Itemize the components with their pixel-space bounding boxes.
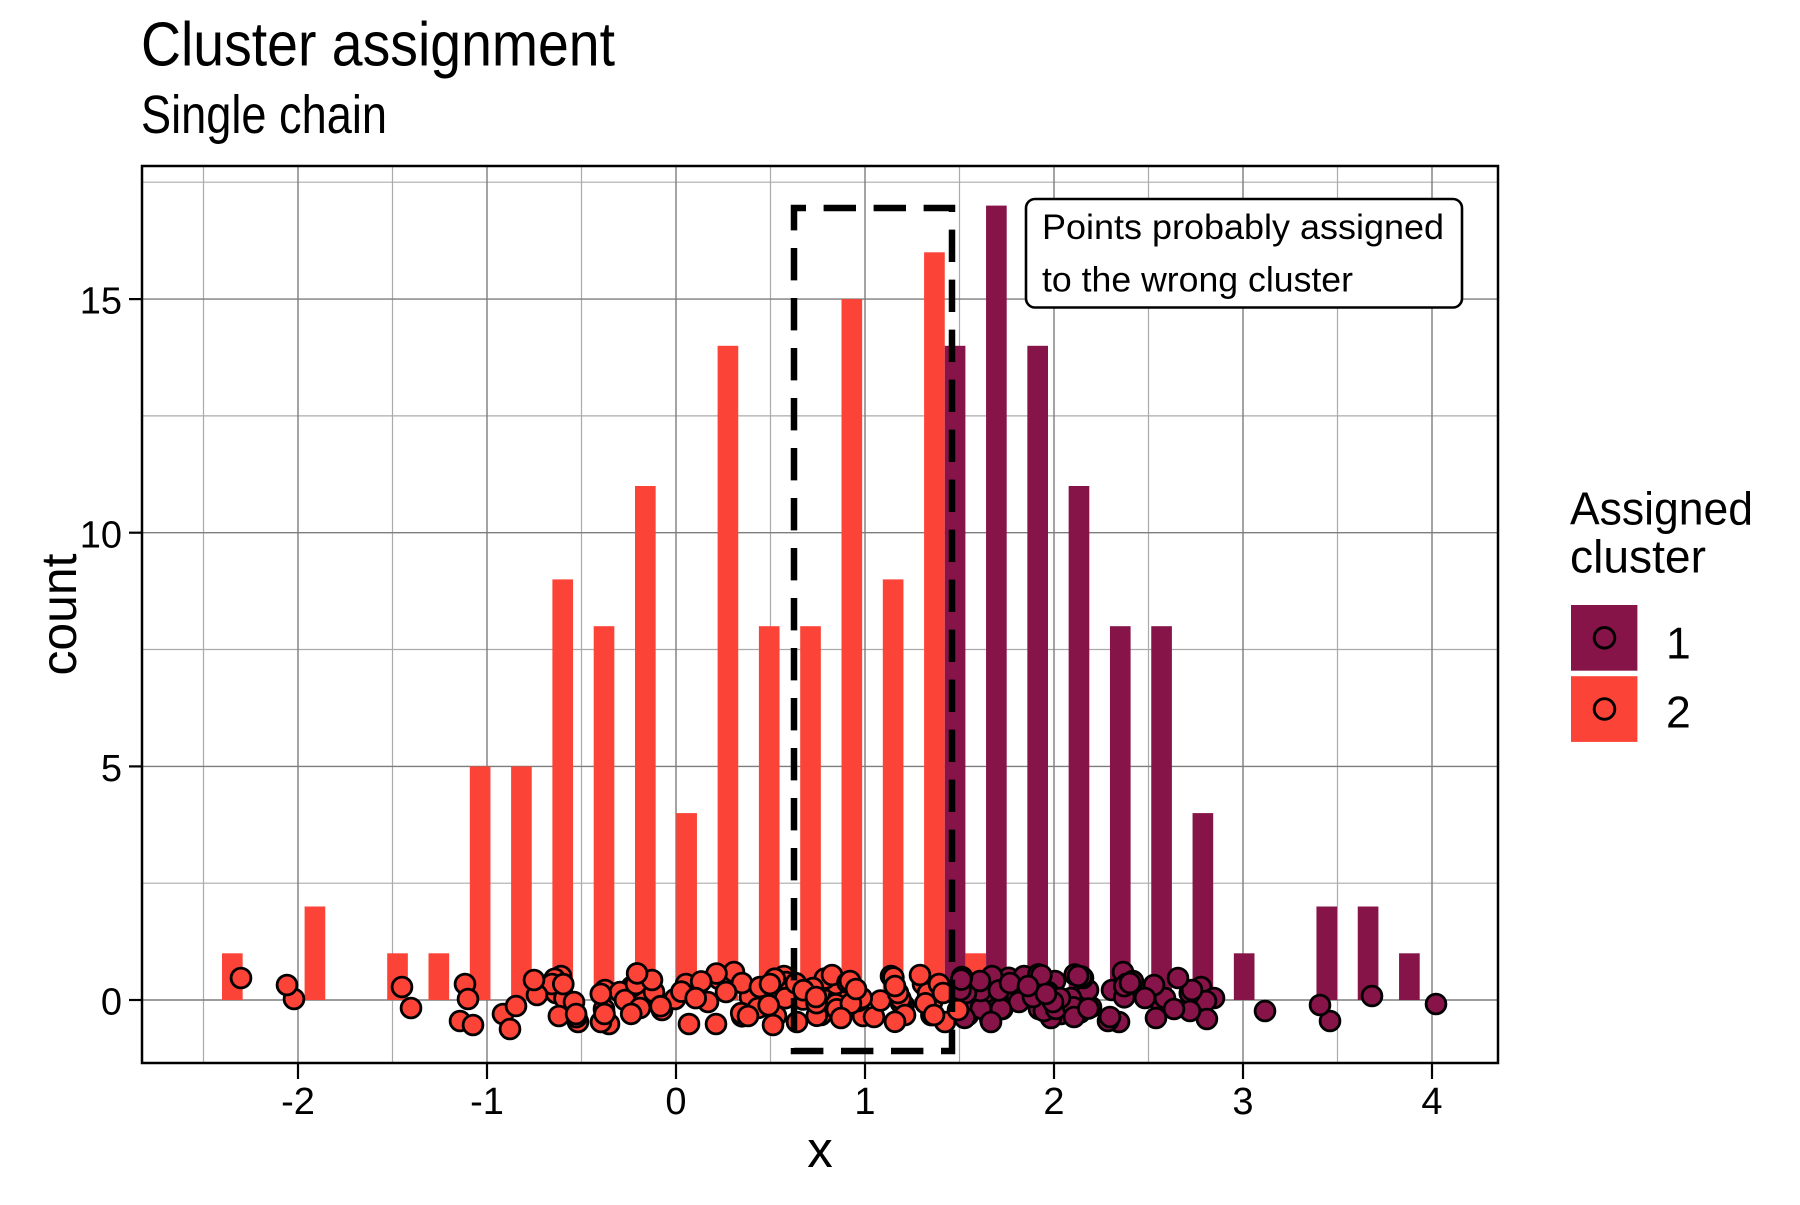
svg-text:10: 10 bbox=[80, 514, 122, 556]
svg-text:count: count bbox=[31, 553, 87, 675]
svg-text:cluster: cluster bbox=[1570, 531, 1706, 583]
svg-text:Cluster assignment: Cluster assignment bbox=[141, 11, 615, 80]
svg-text:Single chain: Single chain bbox=[141, 86, 387, 145]
svg-text:x: x bbox=[807, 1121, 833, 1178]
svg-text:4: 4 bbox=[1421, 1081, 1442, 1123]
svg-text:1: 1 bbox=[1666, 620, 1691, 669]
svg-text:to the wrong cluster: to the wrong cluster bbox=[1042, 261, 1353, 300]
svg-text:Assigned: Assigned bbox=[1570, 482, 1753, 534]
svg-text:0: 0 bbox=[665, 1081, 686, 1123]
svg-text:0: 0 bbox=[101, 982, 122, 1024]
svg-text:3: 3 bbox=[1232, 1081, 1253, 1123]
svg-text:-1: -1 bbox=[470, 1081, 504, 1123]
svg-text:2: 2 bbox=[1666, 688, 1691, 737]
svg-text:1: 1 bbox=[854, 1081, 875, 1123]
svg-text:Points probably assigned: Points probably assigned bbox=[1042, 208, 1444, 247]
svg-text:2: 2 bbox=[1043, 1081, 1064, 1123]
svg-text:5: 5 bbox=[101, 748, 122, 790]
svg-text:15: 15 bbox=[80, 281, 122, 323]
svg-text:-2: -2 bbox=[281, 1081, 315, 1123]
